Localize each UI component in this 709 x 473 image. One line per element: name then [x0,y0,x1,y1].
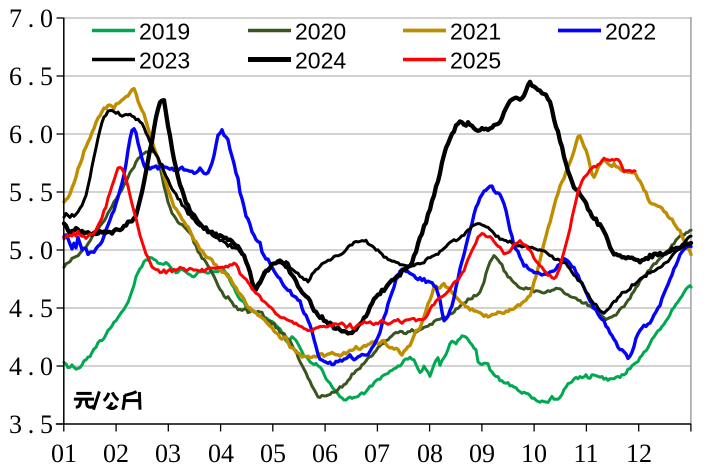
svg-text:2024: 2024 [295,48,346,74]
svg-text:2020: 2020 [295,19,346,45]
svg-text:2019: 2019 [139,19,190,45]
svg-text:2025: 2025 [450,48,501,74]
svg-text:2023: 2023 [139,48,190,74]
svg-text:2021: 2021 [450,19,501,45]
svg-text:2022: 2022 [605,19,656,45]
